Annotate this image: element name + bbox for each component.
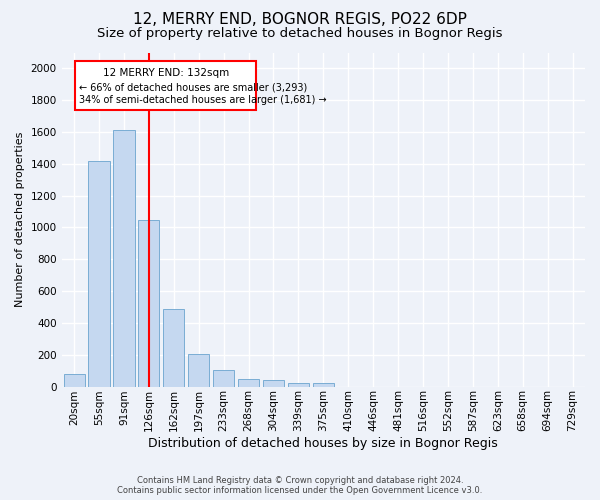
Bar: [263, 380, 284, 386]
X-axis label: Distribution of detached houses by size in Bognor Regis: Distribution of detached houses by size …: [148, 437, 498, 450]
Bar: [313, 384, 334, 386]
Bar: [188, 354, 209, 386]
Bar: [163, 308, 184, 386]
Text: 34% of semi-detached houses are larger (1,681) →: 34% of semi-detached houses are larger (…: [79, 95, 327, 105]
Text: ← 66% of detached houses are smaller (3,293): ← 66% of detached houses are smaller (3,…: [79, 82, 307, 92]
Text: Size of property relative to detached houses in Bognor Regis: Size of property relative to detached ho…: [97, 28, 503, 40]
Bar: [113, 130, 134, 386]
Text: 12 MERRY END: 132sqm: 12 MERRY END: 132sqm: [103, 68, 229, 78]
FancyBboxPatch shape: [76, 61, 256, 110]
Bar: [138, 220, 160, 386]
Text: Contains HM Land Registry data © Crown copyright and database right 2024.
Contai: Contains HM Land Registry data © Crown c…: [118, 476, 482, 495]
Y-axis label: Number of detached properties: Number of detached properties: [15, 132, 25, 307]
Bar: [64, 374, 85, 386]
Bar: [88, 160, 110, 386]
Bar: [213, 370, 234, 386]
Bar: [288, 382, 309, 386]
Bar: [238, 378, 259, 386]
Text: 12, MERRY END, BOGNOR REGIS, PO22 6DP: 12, MERRY END, BOGNOR REGIS, PO22 6DP: [133, 12, 467, 28]
